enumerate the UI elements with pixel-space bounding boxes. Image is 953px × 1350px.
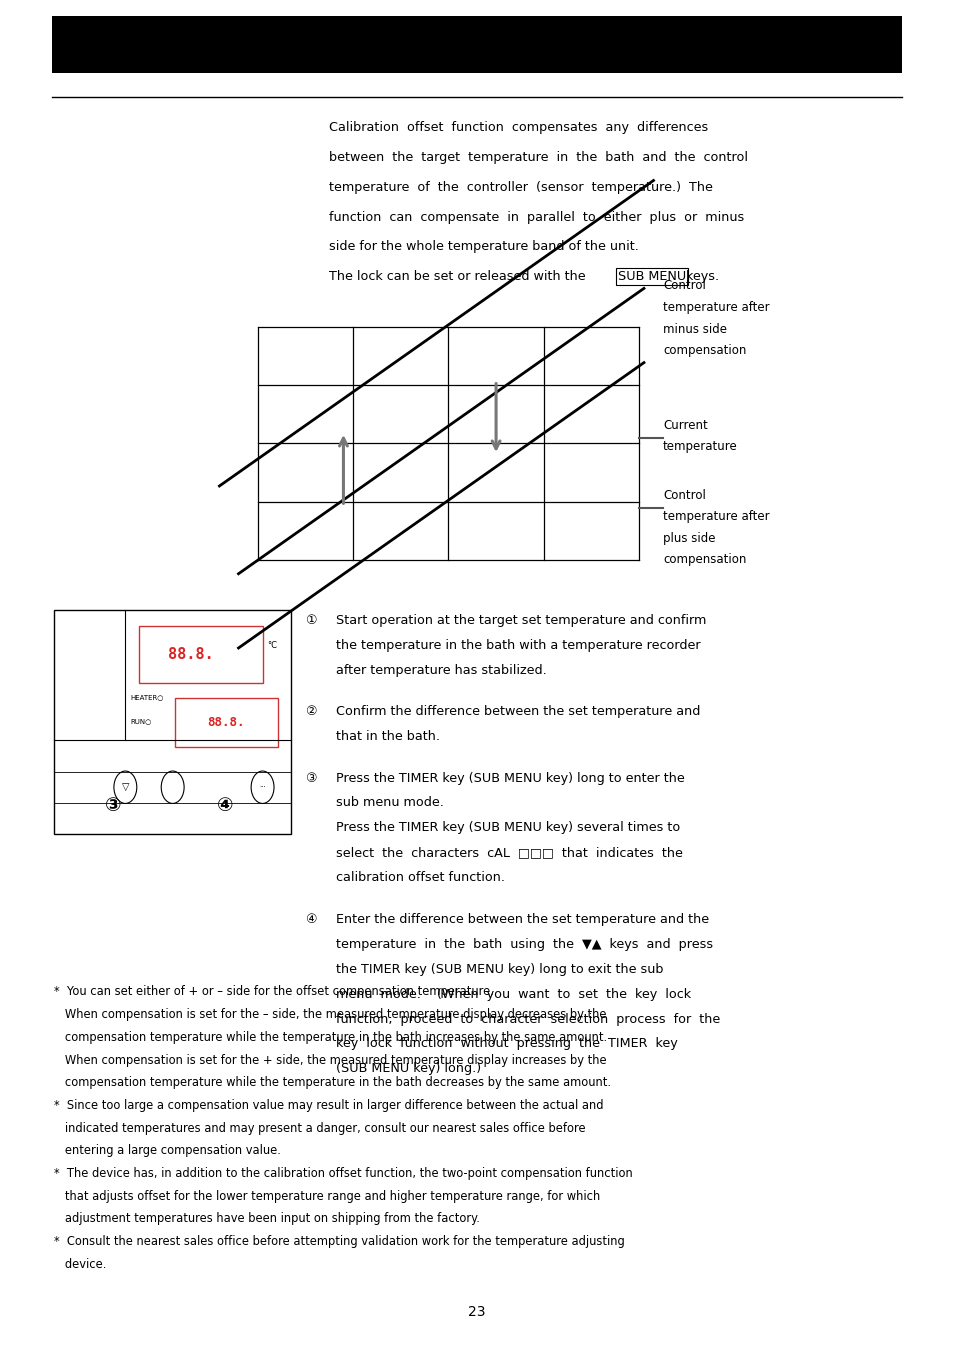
Text: temperature after: temperature after: [662, 510, 769, 524]
Text: compensation: compensation: [662, 554, 745, 567]
Text: *  Since too large a compensation value may result in larger difference between : * Since too large a compensation value m…: [54, 1099, 603, 1112]
Text: Control: Control: [662, 279, 705, 293]
Text: Current: Current: [662, 418, 707, 432]
Text: calibration offset function.: calibration offset function.: [335, 872, 504, 884]
Text: key  lock  function  without  pressing  the  TIMER  key: key lock function without pressing the T…: [335, 1037, 677, 1050]
Circle shape: [161, 771, 184, 803]
Text: plus side: plus side: [662, 532, 715, 545]
Text: ③: ③: [305, 772, 316, 784]
Circle shape: [113, 771, 136, 803]
Text: entering a large compensation value.: entering a large compensation value.: [54, 1145, 281, 1157]
Text: select  the  characters  cAL  □□□  that  indicates  the: select the characters cAL □□□ that indic…: [335, 846, 682, 860]
Text: 88.8.: 88.8.: [168, 647, 213, 663]
Text: temperature after: temperature after: [662, 301, 769, 315]
Text: keys.: keys.: [681, 270, 719, 284]
Text: RUN○: RUN○: [130, 718, 152, 724]
Bar: [174, 698, 277, 747]
Text: compensation temperature while the temperature in the bath decreases by the same: compensation temperature while the tempe…: [54, 1076, 611, 1089]
Text: Calibration  offset  function  compensates  any  differences: Calibration offset function compensates …: [329, 122, 708, 135]
Text: ④: ④: [216, 795, 233, 814]
Circle shape: [251, 771, 274, 803]
Text: compensation temperature while the temperature in the bath increases by the same: compensation temperature while the tempe…: [54, 1031, 607, 1044]
Text: indicated temperatures and may present a danger, consult our nearest sales offic: indicated temperatures and may present a…: [54, 1122, 585, 1134]
Bar: [52, 16, 901, 73]
Bar: [138, 626, 262, 683]
Text: compensation: compensation: [662, 344, 745, 358]
Text: side for the whole temperature band of the unit.: side for the whole temperature band of t…: [329, 240, 639, 254]
Text: temperature: temperature: [662, 440, 737, 454]
Text: ···: ···: [259, 784, 266, 790]
Text: When compensation is set for the + side, the measured temperature display increa: When compensation is set for the + side,…: [54, 1053, 606, 1066]
Text: ③: ③: [105, 795, 122, 814]
Text: menu  mode.    (When  you  want  to  set  the  key  lock: menu mode. (When you want to set the key…: [335, 987, 690, 1000]
Text: SUB MENU: SUB MENU: [618, 270, 686, 284]
Text: that in the bath.: that in the bath.: [335, 730, 439, 744]
Text: the temperature in the bath with a temperature recorder: the temperature in the bath with a tempe…: [335, 639, 700, 652]
Text: Enter the difference between the set temperature and the: Enter the difference between the set tem…: [335, 913, 708, 926]
Text: *  Consult the nearest sales office before attempting validation work for the te: * Consult the nearest sales office befor…: [54, 1235, 624, 1247]
Text: ④: ④: [305, 913, 316, 926]
Text: 23: 23: [468, 1305, 485, 1319]
Text: that adjusts offset for the lower temperature range and higher temperature range: that adjusts offset for the lower temper…: [54, 1189, 600, 1203]
Text: HEATER○: HEATER○: [130, 694, 163, 699]
Text: function  can  compensate  in  parallel  to  either  plus  or  minus: function can compensate in parallel to e…: [329, 211, 743, 224]
Bar: [54, 610, 291, 834]
Text: Confirm the difference between the set temperature and: Confirm the difference between the set t…: [335, 705, 700, 718]
Text: (SUB MENU key) long.): (SUB MENU key) long.): [335, 1062, 480, 1076]
Text: adjustment temperatures have been input on shipping from the factory.: adjustment temperatures have been input …: [54, 1212, 479, 1226]
Text: *  You can set either of + or – side for the offset compensation temperature.: * You can set either of + or – side for …: [54, 986, 494, 999]
Text: 88.8.: 88.8.: [208, 716, 245, 729]
Text: temperature  in  the  bath  using  the  ▼▲  keys  and  press: temperature in the bath using the ▼▲ key…: [335, 937, 712, 950]
Text: Control: Control: [662, 489, 705, 502]
Text: The lock can be set or released with the: The lock can be set or released with the: [329, 270, 589, 284]
Text: the TIMER key (SUB MENU key) long to exit the sub: the TIMER key (SUB MENU key) long to exi…: [335, 963, 662, 976]
Text: Start operation at the target set temperature and confirm: Start operation at the target set temper…: [335, 614, 705, 628]
Text: ②: ②: [305, 705, 316, 718]
Text: minus side: minus side: [662, 323, 726, 336]
Text: ▽: ▽: [121, 782, 129, 792]
Text: ①: ①: [305, 614, 316, 628]
Text: *  The device has, in addition to the calibration offset function, the two-point: * The device has, in addition to the cal…: [54, 1166, 633, 1180]
Text: Press the TIMER key (SUB MENU key) several times to: Press the TIMER key (SUB MENU key) sever…: [335, 821, 679, 834]
Text: function,  proceed  to  character  selection  process  for  the: function, proceed to character selection…: [335, 1012, 720, 1026]
Text: between  the  target  temperature  in  the  bath  and  the  control: between the target temperature in the ba…: [329, 151, 747, 165]
Text: °C: °C: [267, 640, 277, 649]
Text: When compensation is set for the – side, the measured temperature display decrea: When compensation is set for the – side,…: [54, 1008, 606, 1021]
Text: temperature  of  the  controller  (sensor  temperature.)  The: temperature of the controller (sensor te…: [329, 181, 712, 194]
Text: Press the TIMER key (SUB MENU key) long to enter the: Press the TIMER key (SUB MENU key) long …: [335, 772, 684, 784]
Text: device.: device.: [54, 1258, 107, 1270]
Text: sub menu mode.: sub menu mode.: [335, 796, 443, 810]
Text: after temperature has stabilized.: after temperature has stabilized.: [335, 664, 546, 678]
